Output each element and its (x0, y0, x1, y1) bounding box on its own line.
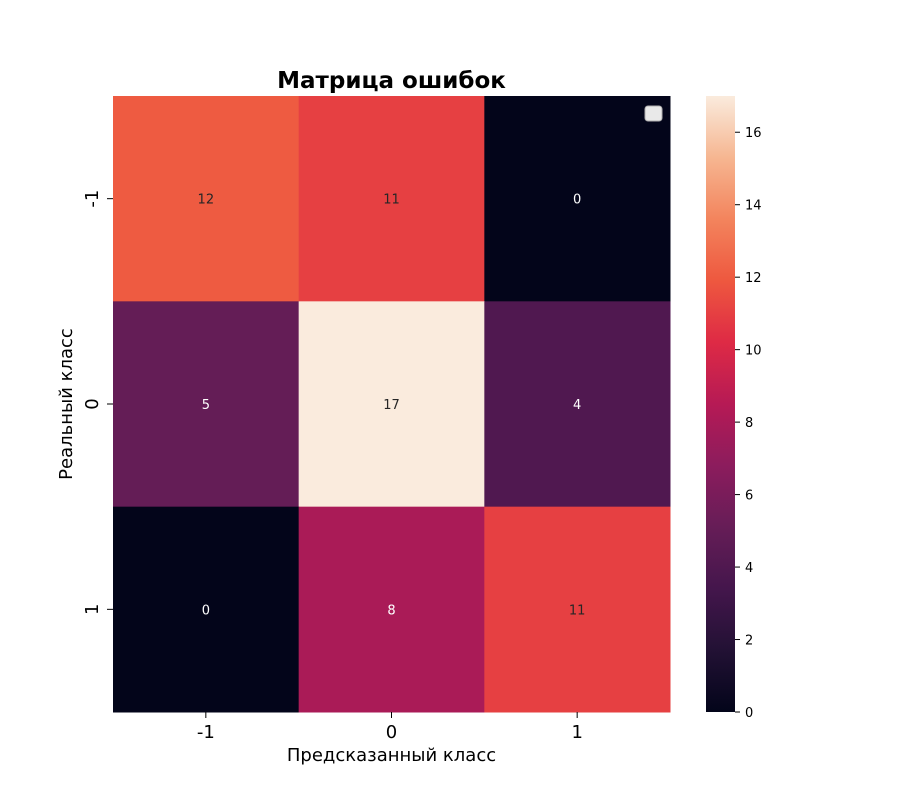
heatmap-cell (113, 96, 300, 302)
legend-box (644, 105, 663, 122)
colorbar-tick-label: 4 (745, 561, 753, 576)
colorbar-tick-label: 6 (745, 489, 753, 504)
colorbar-tick-label: 8 (745, 416, 753, 431)
y-tick-label: 0 (82, 398, 103, 409)
colorbar-tick-label: 14 (745, 199, 762, 214)
colorbar-tick-label: 12 (745, 271, 762, 286)
heatmap-cell (484, 96, 671, 302)
cell-value-label: 5 (202, 398, 210, 413)
cell-value-label: 4 (573, 398, 581, 413)
colorbar (706, 96, 735, 712)
heatmap-cell (298, 506, 485, 713)
heatmap-cell-labels: 12 11 0 5 17 4 0 8 11 (198, 193, 586, 619)
colorbar-ticks: 0 2 4 6 8 10 12 14 16 (735, 126, 762, 721)
heatmap-cell (298, 96, 485, 302)
y-tick-label: -1 (82, 190, 103, 208)
heatmap-cell (113, 506, 300, 713)
colorbar-tick-label: 2 (745, 634, 753, 649)
cell-value-label: 0 (573, 193, 581, 208)
x-axis-ticks: -1 0 1 (197, 712, 583, 743)
heatmap-cell (484, 506, 671, 713)
cell-value-label: 17 (383, 398, 400, 413)
y-tick-label: 1 (82, 604, 103, 615)
cell-value-label: 12 (198, 193, 215, 208)
y-axis-label: Реальный класс (56, 328, 77, 480)
chart-title: Матрица ошибок (277, 68, 506, 94)
x-tick-label: -1 (197, 722, 215, 743)
colorbar-tick-label: 0 (745, 706, 753, 721)
cell-value-label: 11 (569, 603, 586, 618)
cell-value-label: 0 (202, 603, 210, 618)
x-tick-label: 1 (571, 722, 582, 743)
colorbar-tick-label: 10 (745, 344, 762, 359)
x-tick-label: 0 (386, 722, 397, 743)
cell-value-label: 11 (383, 193, 400, 208)
colorbar-tick-label: 16 (745, 126, 762, 141)
heatmap-cell (484, 301, 671, 508)
y-axis-ticks: -1 0 1 (82, 190, 113, 615)
cell-value-label: 8 (387, 603, 395, 618)
x-axis-label: Предсказанный класс (287, 745, 496, 766)
heatmap-cell (298, 301, 485, 508)
heatmap-cells (113, 96, 671, 713)
heatmap-cell (113, 301, 300, 508)
